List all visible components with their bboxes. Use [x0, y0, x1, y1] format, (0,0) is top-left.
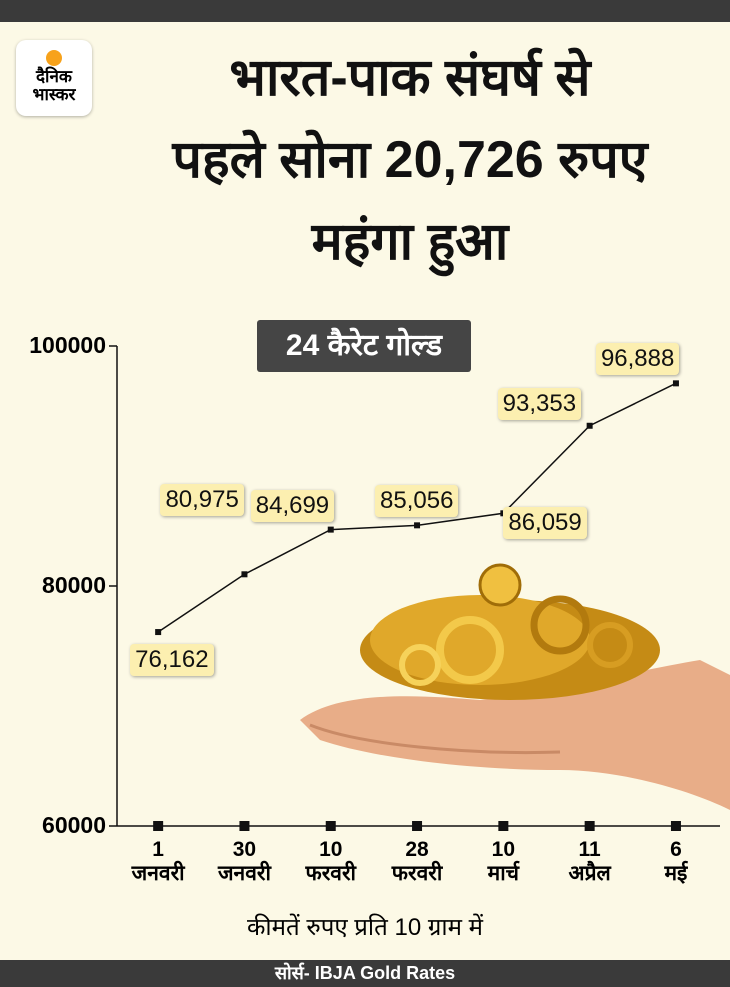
y-tick-label: 60000	[42, 812, 106, 838]
y-tick-label: 100000	[29, 332, 106, 358]
x-tick-label: 6 मई	[664, 838, 688, 885]
value-label: 76,162	[130, 644, 214, 677]
x-tick-label: 30 जनवरी	[217, 838, 271, 885]
value-label: 85,056	[375, 485, 459, 518]
x-axis-label: कीमतें रुपए प्रति 10 ग्राम में	[247, 914, 483, 941]
x-tick	[153, 821, 164, 831]
x-tick	[239, 821, 250, 831]
x-tick-label: 10 मार्च	[487, 838, 520, 885]
value-label: 96,888	[595, 343, 680, 376]
x-tick-label: 1 जनवरी	[131, 838, 185, 885]
x-tick	[498, 821, 509, 831]
source: सोर्स- IBJA Gold Rates	[0, 960, 730, 987]
value-label: 86,059	[503, 507, 587, 540]
value-label: 84,699	[250, 489, 335, 522]
point	[672, 380, 679, 387]
logo: दैनिक भास्कर	[16, 40, 92, 116]
top-bar	[0, 0, 730, 22]
y-tick-label: 80000	[42, 572, 106, 598]
point	[241, 571, 248, 578]
title-line: महंगा हुआ	[311, 213, 509, 271]
value-label: 80,975	[160, 484, 244, 517]
x-tick-label: 10 फरवरी	[305, 838, 356, 885]
point	[327, 526, 334, 533]
logo-text: दैनिक भास्कर	[32, 67, 76, 104]
x-tick	[584, 821, 595, 831]
x-tick	[670, 821, 681, 831]
point	[155, 629, 162, 636]
title-line: पहले सोना 20,726 रुपए	[172, 131, 648, 189]
gold-illustration	[300, 563, 730, 810]
chart-subtitle: 24 कैरेट गोल्ड	[257, 320, 471, 372]
x-tick	[412, 821, 423, 831]
title-line: भारत-पाक संघर्ष से	[229, 49, 591, 107]
x-tick	[325, 821, 336, 831]
point	[586, 422, 593, 429]
x-tick-label: 28 फरवरी	[391, 838, 443, 885]
value-label: 93,353	[497, 387, 582, 420]
x-tick-label: 11 अप्रैल	[568, 838, 611, 885]
point	[414, 522, 421, 529]
